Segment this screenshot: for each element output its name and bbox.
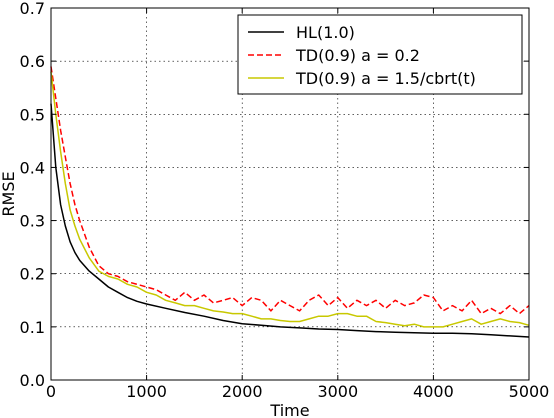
legend-label: TD(0.9) a = 0.2 <box>295 46 420 65</box>
series-line-2 <box>50 66 530 315</box>
x-tick-label: 2000 <box>222 382 263 401</box>
tick-labels: 0 1000 2000 3000 4000 5000 0.0 0.1 0.2 0.3 0.4 0.5 0… <box>20 0 550 401</box>
y-tick-label: 0.3 <box>20 212 45 231</box>
x-tick-label: 3000 <box>317 382 358 401</box>
x-tick-label: 0 <box>46 382 56 401</box>
x-tick-label: 4000 <box>413 382 454 401</box>
series-layer <box>50 66 530 338</box>
series-line-1 <box>50 103 530 338</box>
y-tick-label: 0.4 <box>20 158 45 177</box>
y-tick-label: 0.2 <box>20 265 45 284</box>
x-axis-label: Time <box>269 401 309 418</box>
y-tick-label: 0.5 <box>20 105 45 124</box>
y-tick-label: 0.0 <box>20 371 45 390</box>
x-tick-label: 5000 <box>509 382 550 401</box>
series-line-3 <box>50 71 530 328</box>
legend-box <box>237 14 523 95</box>
y-tick-label: 0.7 <box>20 0 45 18</box>
y-tick-label: 0.1 <box>20 318 45 337</box>
legend-label: HL(1.0) <box>296 23 355 42</box>
y-axis-label: RMSE <box>0 171 18 216</box>
legend-label: TD(0.9) a = 1.5/cbrt(t) <box>295 69 476 88</box>
ticks <box>50 7 530 381</box>
legend: HL(1.0) TD(0.9) a = 0.2 TD(0.9) a = 1.5/cb… <box>237 14 523 95</box>
plot-frame <box>50 7 530 381</box>
x-tick-label: 1000 <box>126 382 167 401</box>
y-tick-label: 0.6 <box>20 52 45 71</box>
